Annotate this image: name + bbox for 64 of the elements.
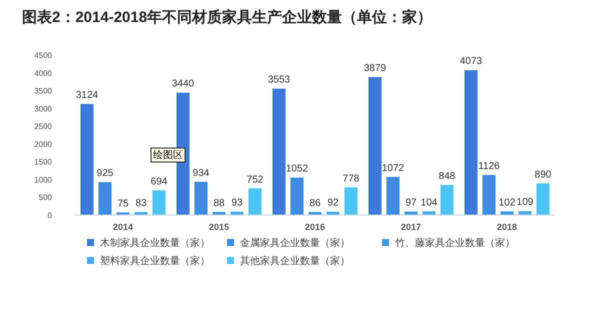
annotation: 绘图区 xyxy=(153,149,183,161)
y-tick-label: 1000 xyxy=(34,175,53,184)
data-label: 3124 xyxy=(76,90,99,101)
data-label: 3440 xyxy=(172,78,195,90)
bar xyxy=(368,77,382,215)
data-label: 890 xyxy=(534,169,552,180)
data-label: 3553 xyxy=(268,74,291,86)
data-label: 75 xyxy=(117,198,129,210)
data-label: 925 xyxy=(96,168,114,180)
data-label: 93 xyxy=(231,198,243,209)
data-label: 3879 xyxy=(364,63,387,74)
bar xyxy=(518,211,532,215)
x-tick-label: 2018 xyxy=(496,222,518,232)
y-tick-label: 500 xyxy=(38,193,53,202)
bar xyxy=(440,184,454,215)
data-label: 752 xyxy=(246,174,264,186)
data-label: 97 xyxy=(405,198,417,209)
y-tick-label: 0 xyxy=(48,211,53,220)
data-label: 694 xyxy=(150,176,168,188)
y-tick-label: 4000 xyxy=(34,68,53,78)
bar xyxy=(230,212,244,215)
y-tick-label: 3000 xyxy=(34,104,53,114)
data-label: 1072 xyxy=(382,162,405,174)
data-label: 1052 xyxy=(286,164,309,175)
data-label: 86 xyxy=(309,198,321,209)
data-label: 778 xyxy=(342,173,360,184)
legend-label: 金属家具企业数量（家） xyxy=(240,237,350,249)
bar xyxy=(326,212,340,215)
legend-label: 木制家具企业数量（家） xyxy=(100,237,210,249)
x-tick-label: 2014 xyxy=(112,222,134,232)
y-tick-label: 1500 xyxy=(34,158,53,167)
legend-label: 其他家具企业数量（家） xyxy=(240,255,350,267)
y-tick-label: 2500 xyxy=(34,122,53,132)
bar xyxy=(464,70,478,215)
x-tick-label: 2016 xyxy=(304,222,326,232)
data-label: 848 xyxy=(438,170,456,182)
bar xyxy=(344,187,358,215)
data-label: 109 xyxy=(516,197,534,208)
y-tick-label: 3500 xyxy=(34,86,53,96)
y-tick-label: 2000 xyxy=(34,140,53,149)
data-label: 92 xyxy=(327,198,339,209)
data-label: 102 xyxy=(498,197,516,208)
x-tick-label: 2017 xyxy=(400,222,422,232)
chart-title: 图表2：2014-2018年不同材质家具生产企业数量（单位：家） xyxy=(22,8,432,26)
data-label: 104 xyxy=(420,197,438,208)
bar xyxy=(152,190,166,215)
bar xyxy=(194,182,208,215)
legend-label: 竹、藤家具企业数量（家） xyxy=(395,237,515,249)
bar xyxy=(98,182,112,215)
x-tick-label: 2015 xyxy=(208,222,230,232)
bar xyxy=(290,178,304,215)
bar xyxy=(482,174,496,215)
data-label: 4073 xyxy=(460,56,483,68)
bar xyxy=(536,183,550,215)
bar xyxy=(80,104,94,215)
bar xyxy=(386,176,400,215)
data-label: 83 xyxy=(135,198,147,210)
bar xyxy=(272,88,286,215)
data-label: 1126 xyxy=(478,160,500,172)
data-label: 88 xyxy=(213,198,225,209)
y-tick-label: 4500 xyxy=(34,51,53,60)
bar xyxy=(248,188,262,215)
legend-label: 塑料家具企业数量（家） xyxy=(100,255,210,267)
data-label: 934 xyxy=(192,168,210,179)
